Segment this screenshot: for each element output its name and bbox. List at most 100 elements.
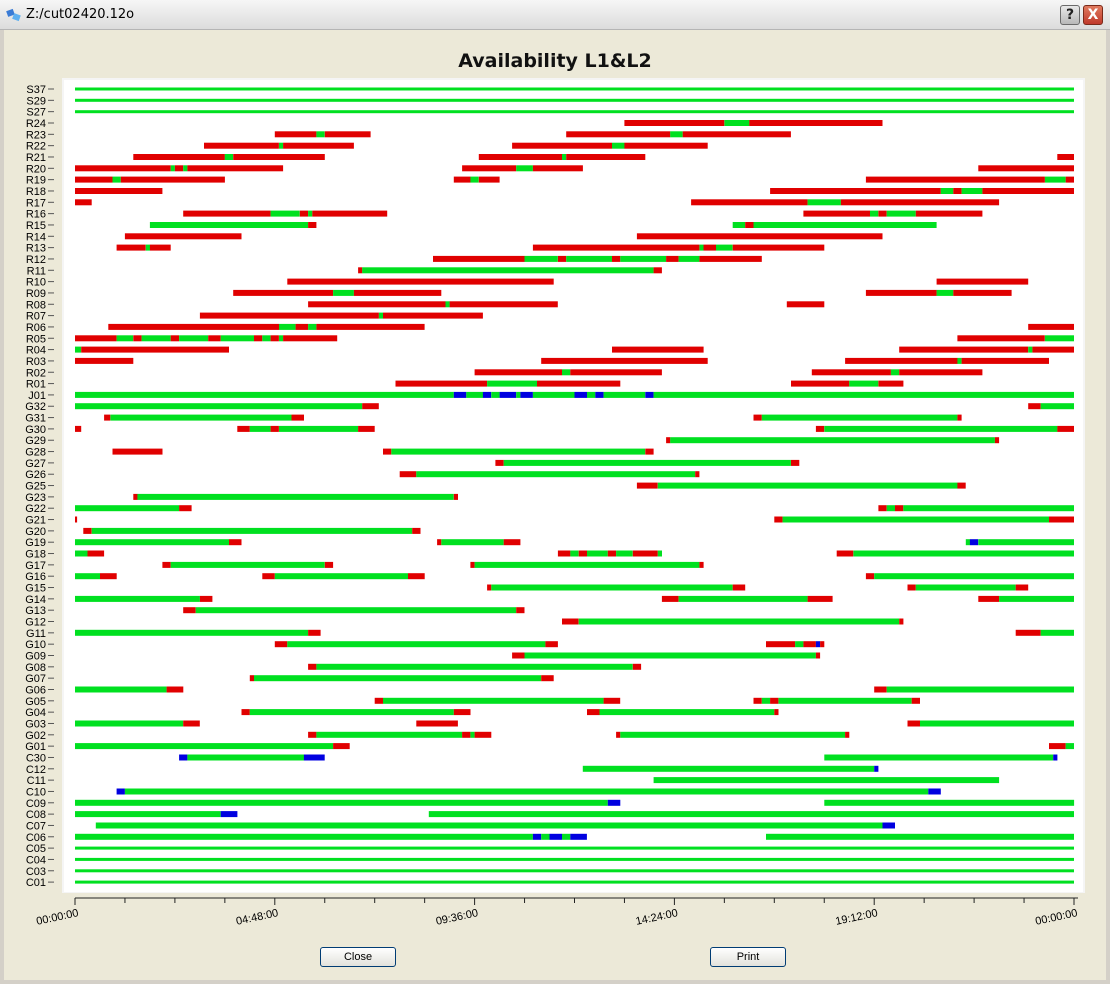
availability-segment (999, 595, 1074, 602)
chart-title: Availability L1&L2 (458, 50, 652, 72)
satellite-label: C08 (26, 809, 46, 821)
availability-segment (487, 380, 537, 387)
availability-segment (761, 697, 771, 704)
satellite-label: G16 (25, 571, 46, 583)
availability-segment (75, 686, 167, 693)
availability-segment (75, 857, 1074, 861)
availability-segment (653, 777, 1000, 784)
availability-segment (199, 312, 379, 319)
availability-segment (145, 244, 150, 251)
availability-segment (562, 833, 571, 840)
availability-segment (607, 550, 617, 557)
availability-segment (408, 573, 425, 580)
availability-segment (632, 663, 642, 670)
availability-segment (75, 516, 78, 523)
availability-segment (478, 154, 563, 160)
availability-segment (441, 539, 504, 546)
satellite-label: R20 (26, 163, 46, 175)
satellite-label: G22 (25, 503, 46, 515)
availability-segment (957, 482, 966, 489)
satellite-label: G08 (25, 662, 46, 674)
satellite-label: G05 (25, 696, 46, 708)
x-tick-label: 04:48:00 (235, 907, 279, 928)
availability-segment (824, 799, 1075, 806)
window-title: Z:/cut02420.12o (26, 7, 135, 22)
availability-segment (104, 414, 111, 421)
window-close-button[interactable]: X (1083, 5, 1103, 25)
availability-segment (532, 165, 583, 172)
availability-segment (195, 607, 517, 614)
x-tick-label: 14:24:00 (635, 907, 679, 928)
app-icon (6, 8, 21, 22)
availability-segment (549, 833, 562, 840)
availability-segment (936, 278, 1029, 285)
availability-segment (724, 120, 750, 126)
availability-segment (815, 652, 821, 659)
availability-segment (978, 539, 1074, 546)
availability-segment (262, 335, 271, 342)
availability-segment (541, 833, 550, 840)
availability-segment (362, 403, 379, 410)
availability-segment (75, 87, 1074, 91)
availability-segment (587, 550, 608, 557)
availability-segment (374, 697, 383, 704)
availability-segment (666, 437, 671, 444)
availability-segment (204, 142, 279, 149)
close-button[interactable]: Close (320, 947, 396, 967)
availability-segment (1015, 629, 1041, 636)
availability-segment (965, 539, 970, 546)
x-tick-label: 00:00:00 (35, 907, 79, 928)
availability-segment (75, 391, 454, 398)
satellite-label: R13 (26, 243, 46, 255)
availability-segment (1049, 743, 1066, 750)
title-bar[interactable]: Z:/cut02420.12o ? X (0, 0, 1110, 30)
availability-segment (378, 312, 384, 319)
availability-segment (308, 323, 317, 330)
availability-segment (557, 550, 571, 557)
availability-segment (199, 595, 213, 602)
availability-segment (358, 425, 375, 432)
satellite-label: C11 (27, 775, 46, 787)
satellite-label: C03 (26, 866, 46, 878)
availability-segment (75, 403, 363, 410)
availability-segment (882, 822, 895, 829)
availability-segment (316, 731, 463, 738)
availability-segment (270, 210, 300, 217)
satellite-label: R19 (26, 175, 46, 187)
availability-segment (183, 165, 188, 172)
availability-segment (653, 267, 662, 274)
availability-segment (532, 244, 700, 251)
satellite-label: J01 (28, 390, 46, 402)
availability-segment (811, 369, 891, 376)
availability-segment (453, 709, 471, 716)
availability-segment (953, 188, 962, 194)
x-tick-label: 09:36:00 (435, 907, 479, 928)
availability-segment (587, 391, 596, 398)
availability-segment (541, 675, 554, 682)
satellite-label: R11 (27, 265, 46, 277)
availability-segment (512, 652, 525, 659)
availability-segment (1028, 323, 1074, 330)
satellite-label: G02 (25, 730, 46, 742)
availability-segment (75, 833, 533, 840)
availability-segment (75, 346, 82, 353)
availability-segment (520, 391, 533, 398)
print-button[interactable]: Print (710, 947, 786, 967)
availability-segment (603, 391, 646, 398)
availability-segment (462, 165, 517, 172)
availability-segment (582, 765, 875, 772)
availability-segment (807, 199, 841, 206)
availability-segment (791, 380, 850, 387)
availability-segment (632, 550, 658, 557)
availability-segment (778, 697, 912, 704)
availability-segment (333, 743, 350, 750)
availability-segment (766, 833, 1074, 840)
help-button[interactable]: ? (1060, 5, 1080, 25)
availability-segment (645, 448, 654, 455)
satellite-label: G27 (25, 458, 46, 470)
availability-segment (1053, 754, 1058, 761)
availability-segment (416, 720, 458, 727)
availability-segment (112, 176, 121, 183)
availability-segment (133, 154, 225, 160)
availability-segment (820, 641, 825, 648)
